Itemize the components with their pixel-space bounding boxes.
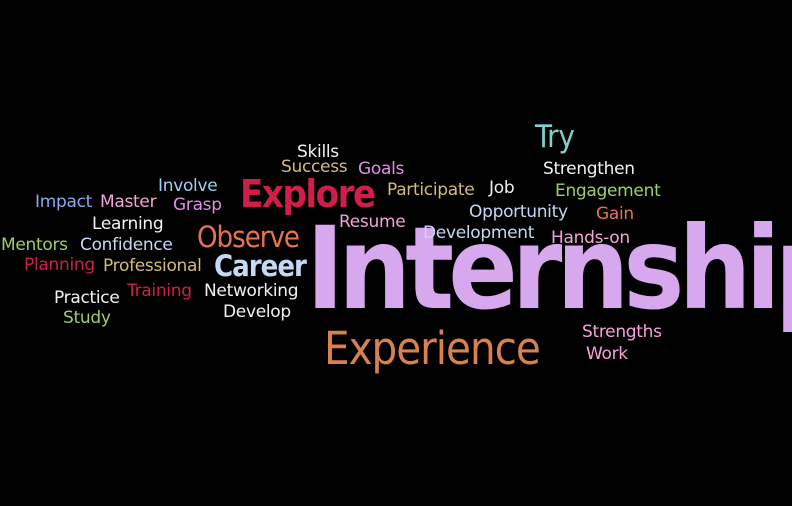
word-opportunity: Opportunity	[469, 202, 568, 222]
word-training: Training	[127, 281, 192, 301]
word-gain: Gain	[596, 204, 634, 224]
word-career: Career	[214, 249, 307, 283]
word-engagement: Engagement	[555, 181, 661, 201]
word-development: Development	[423, 223, 535, 243]
word-strengthen: Strengthen	[543, 159, 635, 179]
word-handson: Hands-on	[551, 228, 630, 248]
word-planning: Planning	[24, 255, 95, 275]
word-study: Study	[63, 308, 111, 328]
word-work: Work	[586, 344, 628, 364]
word-develop: Develop	[223, 302, 291, 322]
word-master: Master	[100, 192, 157, 212]
word-mentors: Mentors	[1, 235, 68, 255]
word-job: Job	[489, 178, 515, 198]
word-learning: Learning	[92, 214, 164, 234]
word-grasp: Grasp	[173, 195, 222, 215]
word-networking: Networking	[204, 281, 299, 301]
word-resume: Resume	[339, 212, 406, 232]
word-observe: Observe	[197, 220, 300, 254]
word-confidence: Confidence	[80, 235, 173, 255]
word-internship: Internship	[306, 202, 792, 335]
word-try: Try	[535, 119, 575, 155]
word-experience: Experience	[324, 322, 541, 375]
word-professional: Professional	[103, 256, 202, 276]
word-participate: Participate	[387, 180, 475, 200]
word-involve: Involve	[158, 176, 218, 196]
word-goals: Goals	[358, 159, 405, 179]
word-strengths: Strengths	[582, 322, 662, 342]
word-success: Success	[281, 157, 348, 177]
word-skills: Skills	[297, 142, 339, 162]
word-practice: Practice	[54, 288, 120, 308]
word-explore: Explore	[240, 172, 376, 216]
word-impact: Impact	[35, 192, 92, 212]
